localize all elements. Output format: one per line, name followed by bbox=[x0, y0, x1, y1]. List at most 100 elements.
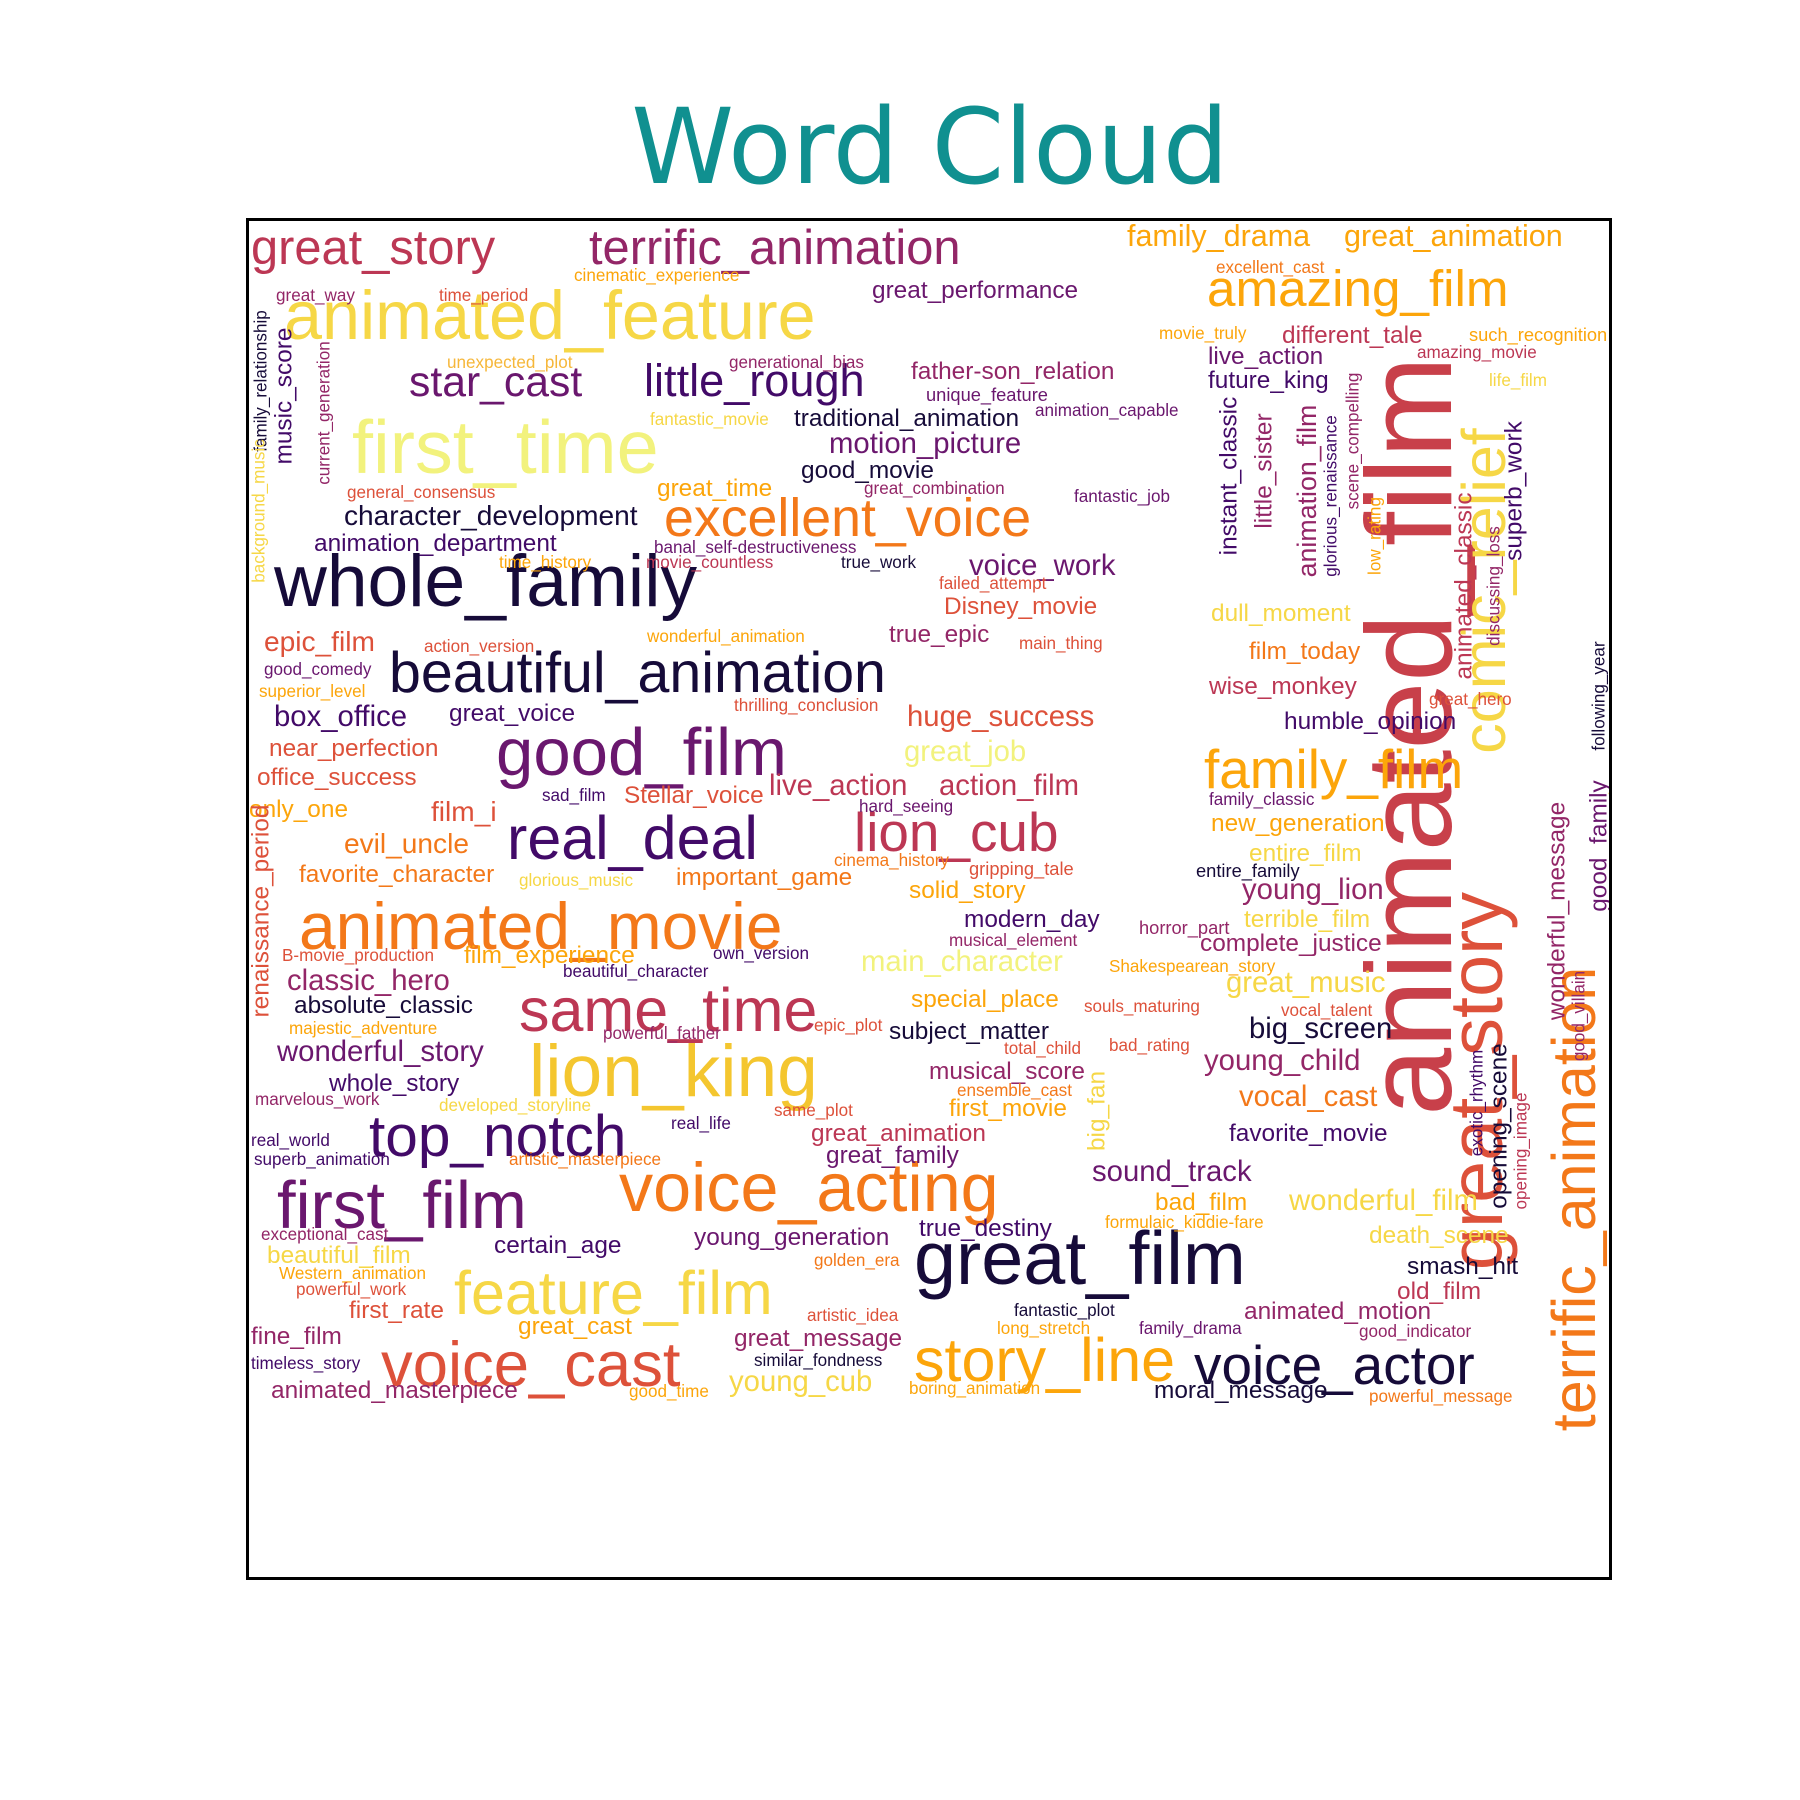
word-favorite-character: favorite_character bbox=[299, 861, 494, 888]
word-story-result: story_result bbox=[1607, 787, 1610, 876]
word-great-music: great_music bbox=[1226, 966, 1386, 999]
word-great-animation: great_animation bbox=[811, 1120, 986, 1147]
word-humble-opinion: humble_opinion bbox=[1284, 708, 1456, 735]
word-live-action: live_action bbox=[1208, 343, 1323, 370]
word-important-game: important_game bbox=[676, 864, 852, 891]
word-solid-story: solid_story bbox=[909, 877, 1026, 904]
word-time-history: time_history bbox=[499, 553, 592, 572]
word-generational-bias: generational_bias bbox=[729, 353, 864, 372]
word-complete-justice: complete_justice bbox=[1200, 930, 1382, 957]
word-scene-compelling: scene_compelling bbox=[1344, 373, 1363, 510]
word-long-stretch: long_stretch bbox=[997, 1319, 1090, 1338]
word-bad-film: bad_film bbox=[1155, 1189, 1247, 1216]
word-own-version: own_version bbox=[713, 944, 809, 963]
word-beautiful-animation: beautiful_animation bbox=[389, 641, 886, 705]
word-good-movie: good_movie bbox=[801, 457, 934, 484]
word-wise-monkey: wise_monkey bbox=[1208, 673, 1358, 700]
word-good-indicator: good_indicator bbox=[1359, 1322, 1471, 1341]
word-animation-department: animation_department bbox=[314, 530, 557, 557]
word-young-child: young_child bbox=[1204, 1044, 1360, 1077]
word-epic-film: epic_film bbox=[264, 626, 375, 657]
word-wonderful-film: wonderful_film bbox=[1288, 1184, 1478, 1217]
word-timeless-story: timeless_story bbox=[251, 1354, 361, 1373]
word-family-relationship: family_relationship bbox=[252, 310, 271, 452]
word-fantastic-plot: fantastic_plot bbox=[1014, 1301, 1115, 1320]
word-character-development: character_development bbox=[344, 500, 638, 531]
word-horror-part: horror_part bbox=[1139, 917, 1229, 939]
word-father-son-relation: father-son_relation bbox=[911, 358, 1114, 385]
word-vocal-cast: vocal_cast bbox=[1239, 1080, 1377, 1113]
word-musical-element: musical_element bbox=[949, 931, 1078, 950]
word-family-classic: family_classic bbox=[1209, 790, 1315, 809]
word-superior-level: superior_level bbox=[259, 682, 365, 701]
word-good-family: good_family bbox=[1586, 779, 1610, 911]
word-background-music: background_music bbox=[250, 439, 269, 583]
word-hard-seeing: hard_seeing bbox=[859, 797, 953, 816]
word-live-action: live_action bbox=[769, 769, 907, 802]
word-real-deal: real_deal bbox=[507, 804, 758, 872]
word-lion-king: lion_king bbox=[529, 1030, 818, 1112]
word-big-fan: big_fan bbox=[1084, 1071, 1111, 1151]
word-shakespearean-story: Shakespearean_story bbox=[1109, 957, 1276, 976]
word-opening-image: opening_image bbox=[1512, 1093, 1531, 1210]
word-huge-success: huge_success bbox=[907, 700, 1094, 733]
word-cloud-frame: animated_film whole_family animated_featur… bbox=[246, 218, 1612, 1580]
word-total-child: total_child bbox=[1004, 1039, 1081, 1058]
word-discussing-loss: discussing_loss bbox=[1485, 526, 1504, 646]
word-big-screen: big_screen bbox=[1249, 1012, 1392, 1045]
word-beautiful-character: beautiful_character bbox=[563, 962, 709, 981]
word-wonderful-story: wonderful_story bbox=[276, 1035, 484, 1068]
word-general-consensus: general_consensus bbox=[347, 483, 495, 502]
word-voice-acting: voice_acting bbox=[619, 1150, 999, 1226]
word-cinematic-experience: cinematic_experience bbox=[574, 266, 739, 285]
word-powerful-father: powerful_father bbox=[603, 1024, 721, 1043]
word-boring-animation: boring_animation bbox=[909, 1379, 1040, 1398]
word-unexpected-plot: unexpected_plot bbox=[447, 353, 573, 372]
word-animation-capable: animation_capable bbox=[1035, 401, 1179, 420]
word-golden-era: golden_era bbox=[814, 1251, 900, 1270]
word-action-version: action_version bbox=[424, 637, 534, 656]
word-subject-matter: subject_matter bbox=[889, 1018, 1049, 1045]
word-wonderful-animation: wonderful_animation bbox=[646, 627, 805, 646]
word-true-epic: true_epic bbox=[889, 621, 989, 648]
word-evil-uncle: evil_uncle bbox=[344, 828, 469, 859]
word-great-job: great_job bbox=[904, 735, 1026, 768]
word-glorious-renaissance: glorious_renaissance bbox=[1322, 415, 1341, 577]
word-film-experience: film_experience bbox=[464, 942, 635, 969]
word-action-film: action_film bbox=[939, 769, 1079, 802]
word-main-thing: main_thing bbox=[1019, 634, 1103, 653]
word-such-recognition: such_recognition bbox=[1469, 324, 1607, 346]
word-opening-scene: opening_scene bbox=[1486, 1043, 1513, 1208]
word-smash-hit: smash_hit bbox=[1407, 1253, 1518, 1280]
word-whole-family: whole_family bbox=[273, 540, 697, 622]
word-feature-film: feature_film bbox=[454, 1259, 773, 1327]
word-exotic-rhythm: exotic_rhythm bbox=[1468, 1050, 1487, 1156]
word-movie-truly: movie_truly bbox=[1159, 324, 1247, 343]
word-good-time: good_time bbox=[629, 1382, 709, 1401]
word-terrible-film: terrible_film bbox=[1244, 906, 1370, 933]
word-voice-actor: voice_actor bbox=[1194, 1334, 1475, 1396]
word-great-voice: great_voice bbox=[449, 700, 575, 727]
word-real-world: real_world bbox=[251, 1131, 330, 1150]
word-failed-attempt: failed_attempt bbox=[939, 574, 1047, 593]
word-entire-family: entire_family bbox=[1196, 860, 1300, 882]
word-future-king: future_king bbox=[1208, 367, 1329, 394]
word-great-message: great_message bbox=[734, 1325, 902, 1352]
word-layer: animated_film whole_family animated_featur… bbox=[249, 221, 1609, 1431]
word-same-plot: same_plot bbox=[774, 1101, 853, 1120]
word-lion-cub: lion_cub bbox=[854, 801, 1058, 863]
word-voice-cast: voice_cast bbox=[381, 1330, 681, 1400]
word-true-destiny: true_destiny bbox=[919, 1215, 1053, 1242]
word-western-animation: Western_animation bbox=[279, 1264, 426, 1283]
word-bad-rating: bad_rating bbox=[1109, 1036, 1190, 1055]
word-real-life: real_life bbox=[671, 1114, 731, 1133]
word-movie-countless: movie_countless bbox=[646, 553, 773, 572]
word-star-cast: star_cast bbox=[1609, 857, 1610, 1065]
word-stellar-voice: Stellar_voice bbox=[624, 782, 764, 809]
word-b-movie-production: B-movie_production bbox=[282, 946, 434, 965]
word-different-tale: different_tale bbox=[1282, 322, 1423, 349]
word-great-combination: great_combination bbox=[864, 479, 1005, 498]
word-certain-age: certain_age bbox=[494, 1232, 621, 1259]
word-superb-work: superb_work bbox=[1501, 420, 1528, 560]
word-musical-score: musical_score bbox=[929, 1058, 1085, 1085]
